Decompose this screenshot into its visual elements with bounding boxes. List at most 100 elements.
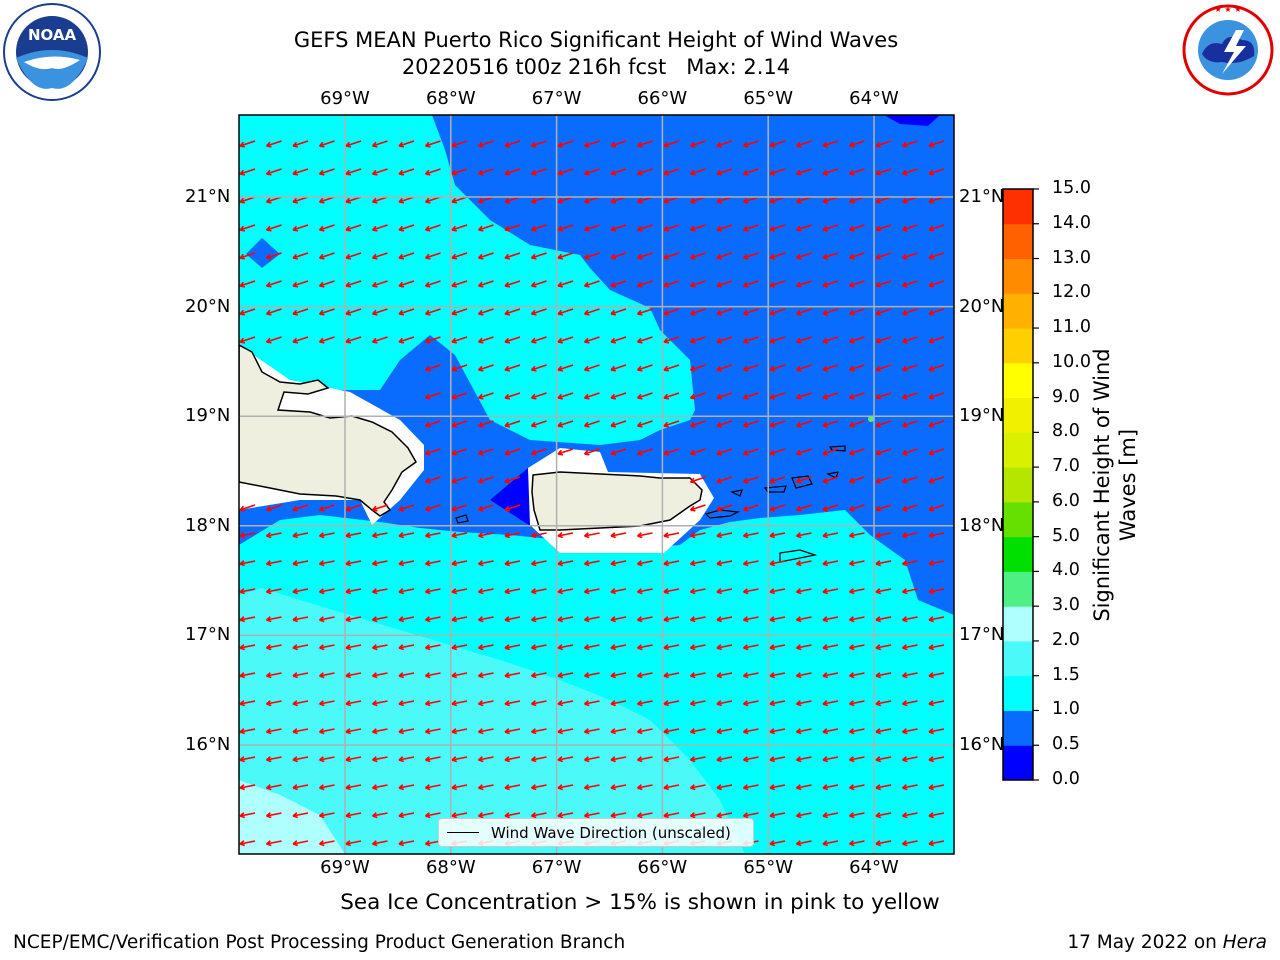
direction-arrow bbox=[451, 280, 468, 288]
direction-arrow bbox=[451, 784, 468, 791]
direction-arrow bbox=[848, 196, 865, 204]
colorbar-tick-label: 0.5 bbox=[1052, 734, 1080, 755]
direction-arrow bbox=[583, 224, 600, 232]
direction-arrow bbox=[610, 532, 627, 539]
direction-arrow bbox=[848, 392, 865, 400]
direction-arrow bbox=[875, 644, 892, 651]
colorbar-band bbox=[1003, 536, 1033, 572]
direction-arrow bbox=[689, 336, 706, 344]
direction-arrow bbox=[769, 392, 786, 400]
direction-arrow bbox=[318, 840, 335, 847]
direction-arrow bbox=[928, 700, 945, 707]
direction-arrow bbox=[928, 420, 945, 428]
direction-arrow bbox=[742, 588, 759, 595]
direction-arrow bbox=[265, 616, 282, 623]
direction-arrow bbox=[716, 532, 733, 539]
colorbar-title-line1: Significant Height of Wind bbox=[1090, 348, 1114, 622]
lat-tick-right: 21°N bbox=[959, 186, 1005, 207]
direction-arrow bbox=[928, 476, 945, 484]
direction-arrow bbox=[795, 532, 812, 539]
direction-arrow bbox=[477, 224, 494, 232]
direction-arrow bbox=[583, 392, 600, 400]
direction-arrow bbox=[292, 140, 309, 148]
direction-arrow bbox=[928, 308, 945, 316]
direction-arrow bbox=[901, 672, 918, 679]
direction-arrow bbox=[557, 672, 574, 679]
direction-arrow bbox=[398, 700, 415, 707]
direction-arrow bbox=[265, 588, 282, 595]
direction-arrow bbox=[371, 140, 388, 148]
direction-arrow bbox=[875, 420, 892, 428]
direction-arrow bbox=[875, 532, 892, 539]
direction-arrow bbox=[716, 364, 733, 372]
direction-arrow bbox=[769, 812, 786, 819]
direction-arrow bbox=[371, 784, 388, 791]
direction-arrow bbox=[530, 224, 547, 232]
direction-arrow bbox=[769, 700, 786, 707]
direction-arrow bbox=[318, 560, 335, 567]
direction-arrow bbox=[371, 308, 388, 316]
direction-arrow bbox=[689, 392, 706, 400]
direction-arrow bbox=[689, 140, 706, 148]
direction-arrow bbox=[795, 252, 812, 260]
lon-tick-top: 64°W bbox=[849, 88, 899, 109]
direction-arrow bbox=[504, 532, 521, 539]
direction-arrow bbox=[398, 784, 415, 791]
direction-arrow bbox=[663, 168, 680, 176]
direction-arrow bbox=[901, 560, 918, 567]
direction-arrow bbox=[292, 588, 309, 595]
direction-arrow bbox=[610, 728, 627, 735]
direction-arrow bbox=[345, 756, 362, 763]
direction-arrow bbox=[636, 364, 653, 372]
direction-arrow bbox=[848, 336, 865, 344]
direction-arrow bbox=[689, 700, 706, 707]
direction-arrow bbox=[901, 700, 918, 707]
direction-arrow bbox=[265, 812, 282, 819]
direction-arrow bbox=[636, 224, 653, 232]
direction-arrow bbox=[557, 784, 574, 791]
direction-arrow bbox=[795, 196, 812, 204]
direction-arrow bbox=[477, 308, 494, 316]
direction-arrow bbox=[398, 504, 415, 512]
direction-arrow bbox=[928, 616, 945, 623]
direction-arrow bbox=[610, 252, 627, 260]
direction-arrow bbox=[398, 196, 415, 204]
direction-arrow bbox=[663, 280, 680, 288]
direction-arrow bbox=[742, 392, 759, 400]
direction-arrow bbox=[318, 812, 335, 819]
direction-arrow bbox=[239, 644, 256, 651]
direction-arrow bbox=[239, 616, 256, 623]
colorbar-band bbox=[1003, 675, 1033, 711]
colorbar-tick-label: 5.0 bbox=[1052, 525, 1080, 546]
direction-arrow bbox=[875, 812, 892, 819]
direction-arrow bbox=[318, 588, 335, 595]
direction-arrow bbox=[795, 504, 812, 512]
direction-arrow bbox=[239, 280, 256, 288]
direction-arrow bbox=[239, 784, 256, 791]
wave-band-0.5-1 bbox=[239, 115, 954, 615]
direction-arrow bbox=[451, 532, 468, 539]
direction-arrow bbox=[451, 476, 468, 484]
direction-arrow bbox=[610, 420, 627, 428]
direction-arrow bbox=[901, 532, 918, 539]
direction-arrow bbox=[583, 168, 600, 176]
direction-arrow bbox=[689, 448, 706, 456]
lon-tick-top: 65°W bbox=[743, 88, 794, 109]
direction-arrow bbox=[636, 280, 653, 288]
direction-arrow bbox=[795, 672, 812, 679]
direction-arrow bbox=[795, 728, 812, 735]
direction-arrow bbox=[318, 504, 335, 512]
direction-arrow bbox=[557, 280, 574, 288]
direction-arrow bbox=[583, 140, 600, 148]
colorbar-tick-label: 11.0 bbox=[1052, 317, 1091, 338]
direction-arrow bbox=[424, 756, 441, 763]
colorbar-title-line2: Waves [m] bbox=[1116, 428, 1140, 542]
direction-arrow bbox=[292, 728, 309, 735]
direction-arrow bbox=[901, 644, 918, 651]
colorbar-tick-label: 10.0 bbox=[1052, 351, 1091, 372]
direction-arrow bbox=[769, 616, 786, 623]
direction-arrow bbox=[928, 560, 945, 567]
direction-arrow bbox=[636, 336, 653, 344]
direction-arrow bbox=[292, 336, 309, 344]
direction-arrow bbox=[848, 812, 865, 819]
